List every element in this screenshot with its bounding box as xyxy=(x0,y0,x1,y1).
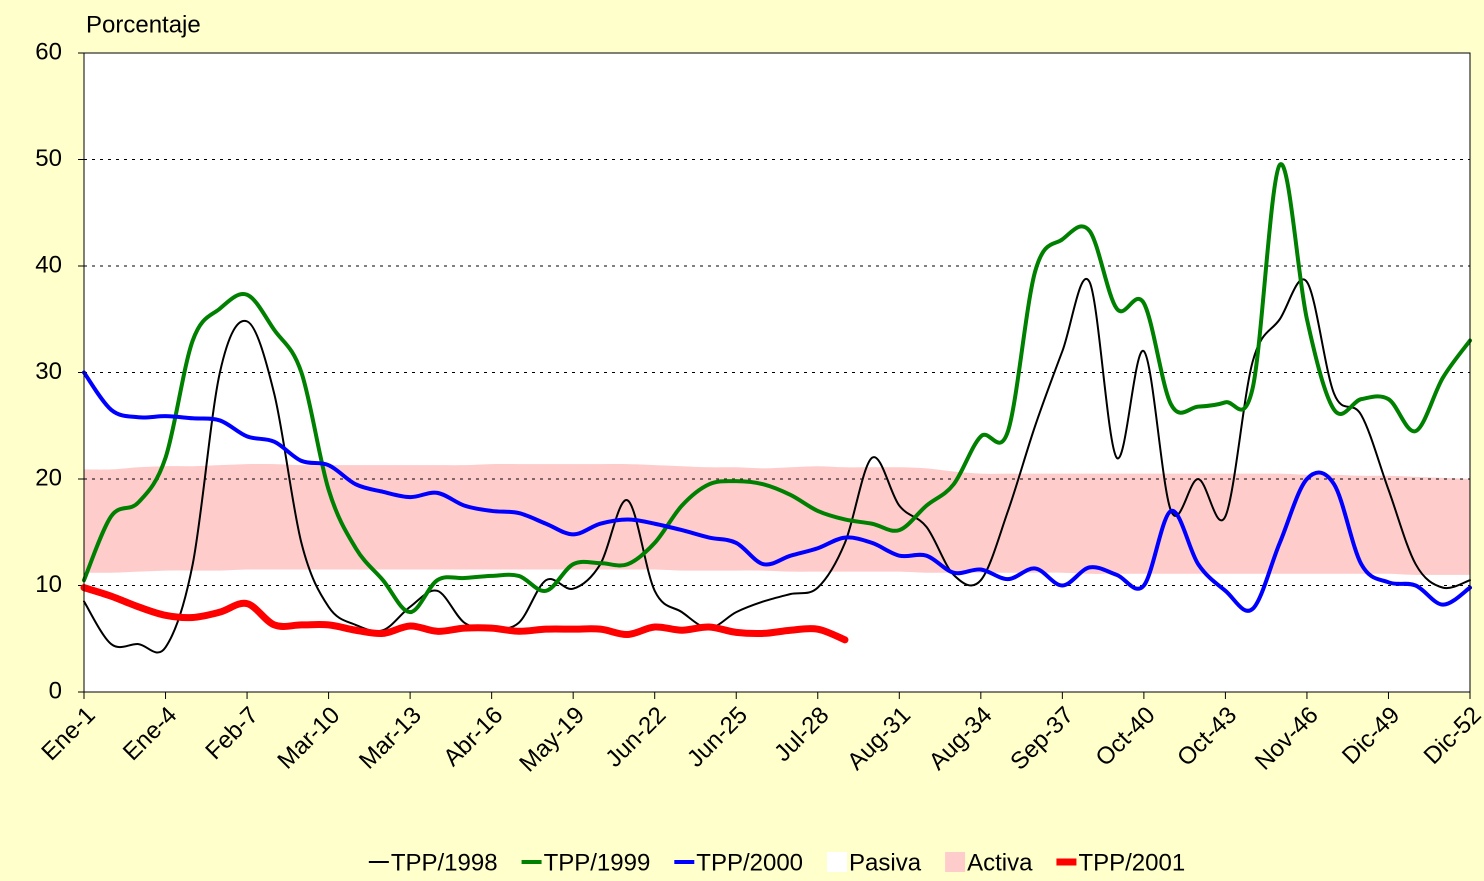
x-tick-label: Ene-1 xyxy=(36,702,100,766)
legend-label: TPP/1998 xyxy=(391,849,498,876)
legend: TPP/1998 TPP/1999 TPP/2000 Pasiva Activa TPP/… xyxy=(368,849,1185,876)
x-tick-label: Mar-13 xyxy=(354,702,427,775)
y-tick-label: 40 xyxy=(35,251,62,278)
series-line xyxy=(82,162,1472,615)
legend-label: Pasiva xyxy=(849,849,922,876)
x-tick-label: Ene-4 xyxy=(118,702,182,766)
y-tick-label: 20 xyxy=(35,464,62,491)
x-tick-label: Aug-31 xyxy=(842,702,916,776)
x-tick-label: May-19 xyxy=(514,702,590,778)
x-tick-label: Aug-34 xyxy=(924,702,998,776)
legend-item: TPP/2000 xyxy=(674,849,803,876)
x-tick-label: Jun-25 xyxy=(682,702,753,773)
x-tick-label: Dic-52 xyxy=(1419,702,1484,770)
legend-item: TPP/1998 xyxy=(368,849,498,876)
legend-swatch xyxy=(945,852,966,872)
legend-item: Activa xyxy=(945,849,1033,876)
legend-item: Pasiva xyxy=(827,849,922,876)
legend-label: TPP/2000 xyxy=(696,849,803,876)
legend-label: TPP/1999 xyxy=(544,849,651,876)
x-tick-label: Mar-10 xyxy=(272,702,345,775)
series-line xyxy=(82,370,1472,613)
x-tick-label: Dic-49 xyxy=(1337,702,1405,770)
y-tick-label: 0 xyxy=(49,677,62,704)
x-tick-label: Sep-37 xyxy=(1005,702,1079,776)
legend-swatch xyxy=(827,852,848,872)
plot-frame xyxy=(83,52,1471,693)
x-tick-label: Oct-40 xyxy=(1091,702,1161,772)
y-axis-label: Porcentaje xyxy=(86,11,201,38)
y-tick-label: 10 xyxy=(35,571,62,598)
x-tick-label: Oct-43 xyxy=(1172,702,1242,772)
y-tick-label: 30 xyxy=(35,358,62,385)
x-tick-label: Nov-46 xyxy=(1250,702,1324,776)
x-tick-label: Jul-28 xyxy=(769,702,834,767)
x-tick-label: Feb-7 xyxy=(200,702,263,765)
y-tick-label: 60 xyxy=(35,38,62,65)
series-line xyxy=(83,278,1471,654)
legend-item: TPP/2001 xyxy=(1056,849,1185,876)
legend-label: Activa xyxy=(967,849,1033,876)
x-tick-label: Abr-16 xyxy=(438,702,508,772)
legend-label: TPP/2001 xyxy=(1078,849,1185,876)
series-line xyxy=(80,584,849,644)
x-tick-label: Jun-22 xyxy=(600,702,671,773)
legend-item: TPP/1999 xyxy=(521,849,651,876)
area-band xyxy=(84,463,1470,575)
y-tick-label: 50 xyxy=(35,145,62,172)
